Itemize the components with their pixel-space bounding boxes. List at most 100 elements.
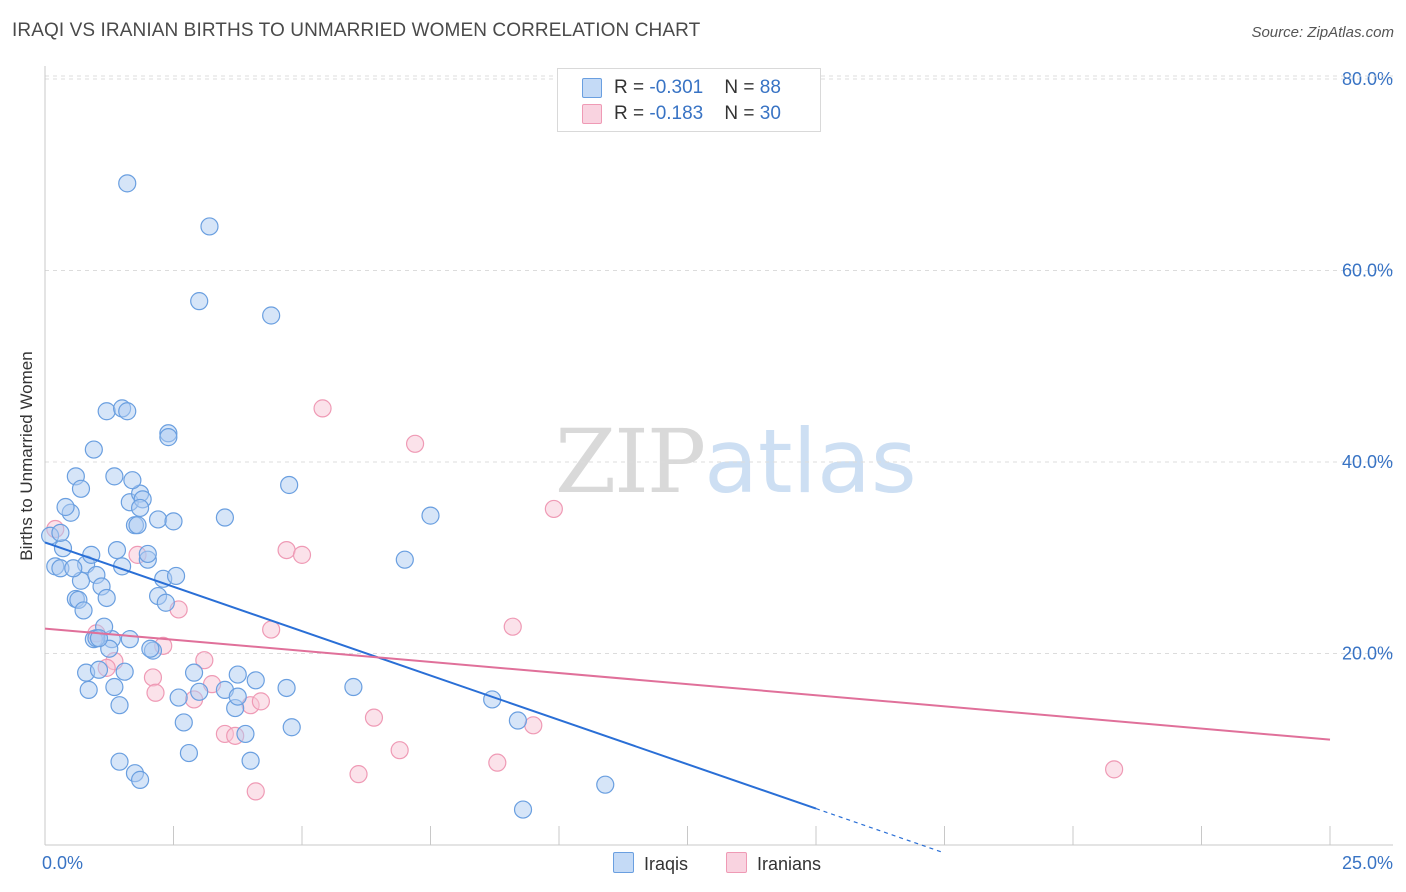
iraqi-point xyxy=(115,662,134,681)
iranians-r-value: -0.183 xyxy=(649,103,704,124)
x-tick-label-min: 0.0% xyxy=(42,853,83,873)
iraqi-point xyxy=(190,682,209,701)
iraqi-point xyxy=(277,678,296,698)
iranian-point xyxy=(146,683,165,702)
iraqi-point xyxy=(179,743,199,763)
iraqi-point xyxy=(166,566,186,586)
iraqi-point xyxy=(190,292,209,311)
iraqis-legend-swatch xyxy=(613,852,634,873)
iraqi-point xyxy=(184,663,204,682)
iraqi-point xyxy=(159,428,178,447)
iraqi-point xyxy=(141,639,160,658)
iraqi-point xyxy=(228,665,247,684)
legend-item-iraqis[interactable]: Iraqis xyxy=(613,852,688,875)
iranian-point xyxy=(246,782,265,801)
iranian-point xyxy=(195,651,214,670)
iraqi-point xyxy=(282,718,301,737)
iraqi-point xyxy=(107,540,127,560)
iranians-swatch xyxy=(582,104,602,124)
iranian-point xyxy=(349,765,368,784)
iraqi-point xyxy=(64,559,83,578)
iraqi-point xyxy=(395,550,414,569)
iraqi-point xyxy=(56,497,75,517)
iraqis-trend-extension xyxy=(815,808,945,854)
iraqi-point xyxy=(97,402,116,421)
iraqis-n-value: 88 xyxy=(759,77,781,98)
iraqi-point xyxy=(118,402,137,421)
watermark: ZIPatlas xyxy=(555,410,917,513)
iraqi-point xyxy=(120,630,139,649)
y-tick-label: 60.0% xyxy=(1342,261,1393,281)
iraqi-point xyxy=(215,508,234,527)
iranian-point xyxy=(524,716,543,735)
iraqi-point xyxy=(156,593,175,612)
iraqi-point xyxy=(228,687,247,706)
iranian-point xyxy=(390,741,409,760)
iranians-trend-line xyxy=(44,627,1331,741)
iranians-r-label: R = xyxy=(614,103,650,124)
iraqi-point xyxy=(200,217,219,236)
iraqi-point xyxy=(513,800,533,819)
iraqi-point xyxy=(110,696,129,715)
iraqi-point xyxy=(246,671,265,690)
iraqi-point xyxy=(169,688,188,707)
iraqi-point xyxy=(596,775,615,794)
iraqi-point xyxy=(110,752,129,771)
iranian-point xyxy=(405,434,425,453)
iraqi-point xyxy=(79,680,98,699)
iraqi-point xyxy=(105,467,124,486)
iranians-legend-swatch xyxy=(726,852,747,873)
iraqi-point xyxy=(89,660,109,679)
chart-title: IRAQI VS IRANIAN BIRTHS TO UNMARRIED WOM… xyxy=(12,20,701,41)
iranian-point xyxy=(503,617,522,636)
iraqi-point xyxy=(123,471,142,490)
iranian-point xyxy=(544,499,563,519)
iranians-legend-label: Iranians xyxy=(757,854,822,874)
iraqi-point xyxy=(262,306,281,325)
iranian-point xyxy=(488,753,507,772)
x-tick-label-max: 25.0% xyxy=(1342,853,1393,873)
y-tick-label: 40.0% xyxy=(1342,452,1393,472)
iraqi-point xyxy=(174,713,193,732)
iranian-point xyxy=(364,708,384,727)
source-label: Source: ZipAtlas.com xyxy=(1251,24,1394,41)
iraqi-point xyxy=(128,516,147,535)
correlation-legend: R = -0.301 N = 88 R = -0.183 N = 30 xyxy=(557,68,821,132)
y-tick-label: 20.0% xyxy=(1342,644,1393,664)
iraqis-swatch xyxy=(582,78,602,98)
iraqi-point xyxy=(344,677,363,697)
y-axis-label: Births to Unmarried Women xyxy=(17,351,36,561)
iraqi-point xyxy=(130,770,150,789)
iraqi-point xyxy=(51,523,70,542)
iraqi-point xyxy=(421,506,440,525)
iraqis-r-value: -0.301 xyxy=(649,77,704,98)
iranian-point xyxy=(292,545,312,564)
iraqi-point xyxy=(84,440,103,459)
iranian-point xyxy=(1105,760,1124,779)
iraqi-point xyxy=(241,751,260,770)
iranian-point xyxy=(313,399,332,418)
iraqi-point xyxy=(164,512,183,531)
iranian-point xyxy=(251,692,270,711)
iraqi-point xyxy=(508,711,527,730)
iranian-point xyxy=(277,540,296,560)
iraqi-point xyxy=(71,479,91,498)
watermark-atlas: atlas xyxy=(704,410,917,513)
iraqi-point xyxy=(105,677,124,697)
iraqi-point xyxy=(130,498,150,518)
iraqi-point xyxy=(138,544,157,564)
iraqi-point xyxy=(97,588,116,608)
iranians-n-value: 30 xyxy=(759,103,781,124)
iraqi-point xyxy=(118,174,137,193)
iraqis-n-label: N = xyxy=(724,77,760,98)
iraqis-legend-label: Iraqis xyxy=(644,854,689,874)
y-tick-label: 80.0% xyxy=(1342,69,1393,89)
iraqi-point xyxy=(280,475,299,495)
iraqi-point xyxy=(74,601,93,620)
iraqi-point xyxy=(148,510,168,529)
legend-item-iranians[interactable]: Iranians xyxy=(726,852,821,875)
iraqis-r-label: R = xyxy=(614,77,650,98)
iranians-n-label: N = xyxy=(724,103,760,124)
iraqis-trend-line xyxy=(44,541,817,810)
